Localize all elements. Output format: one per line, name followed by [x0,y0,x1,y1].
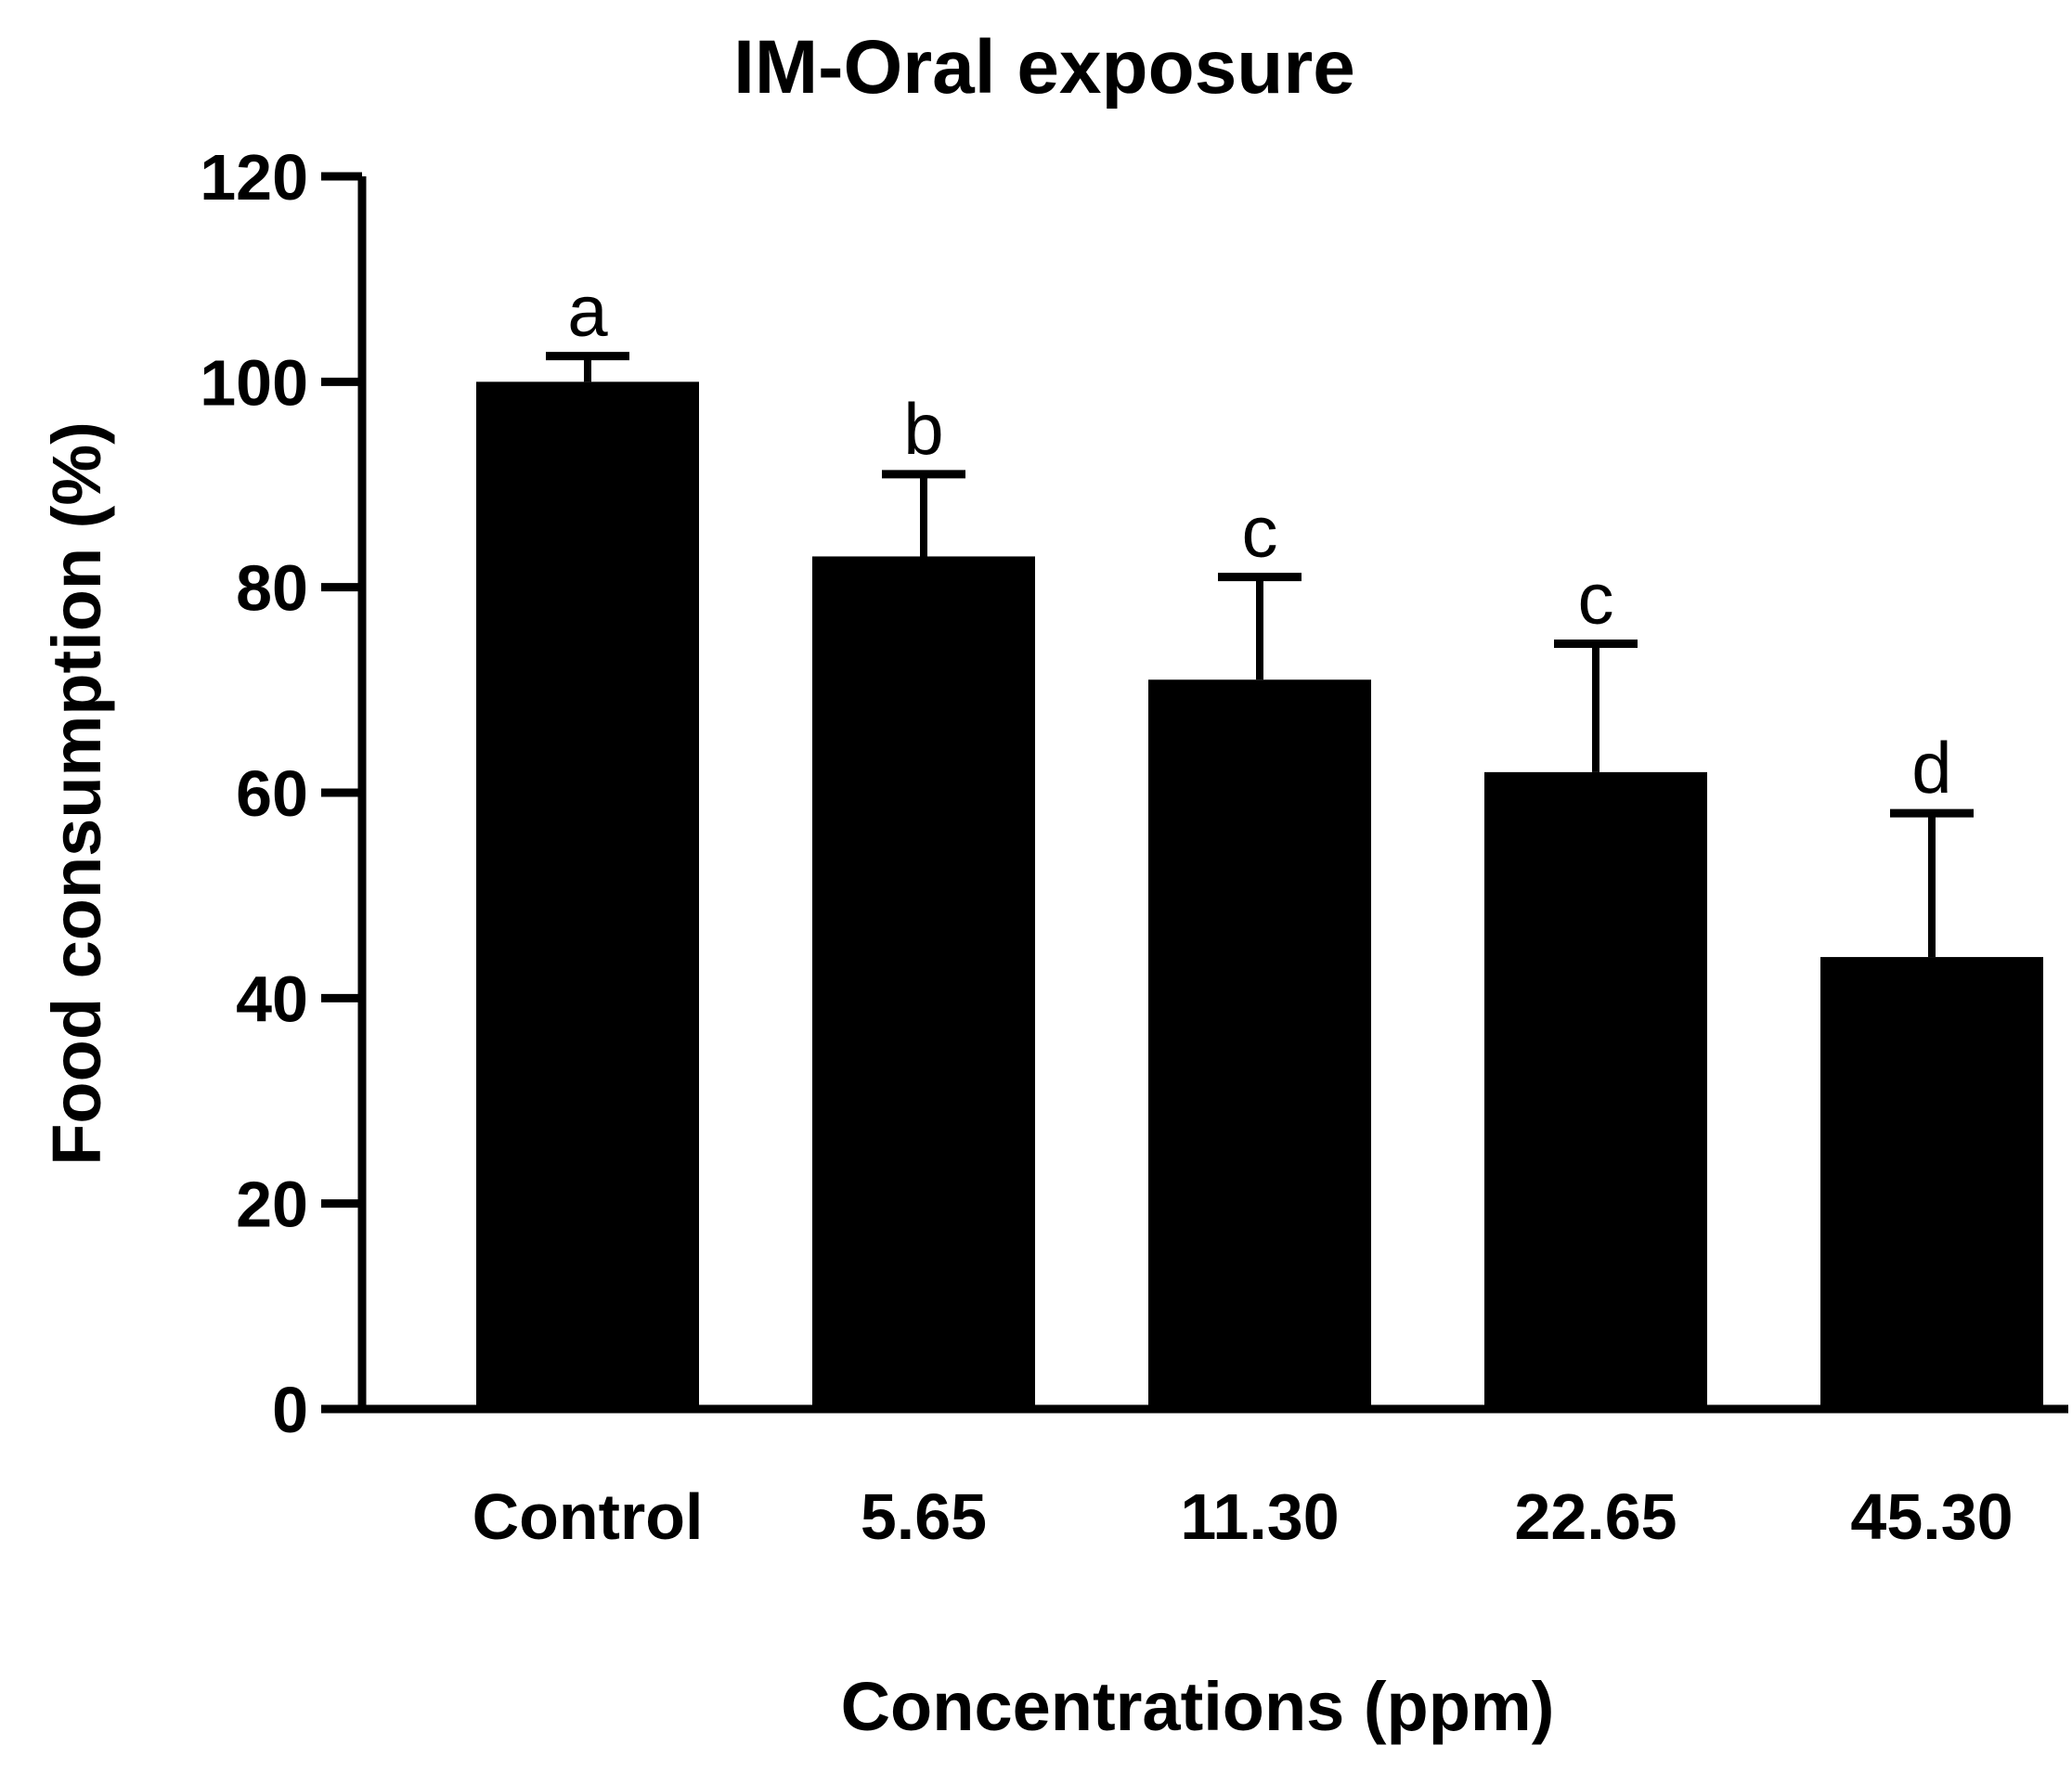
x-tick-label: Control [473,1480,704,1553]
bar [1484,771,1707,1409]
chart-title: IM-Oral exposure [733,25,1355,110]
significance-label: c [1242,491,1278,573]
significance-label: c [1578,558,1614,640]
y-tick-label: 80 [236,552,308,625]
y-tick-label: 120 [200,141,308,213]
x-tick-label: 11.30 [1180,1480,1339,1553]
y-axis-label: Food consumption (%) [38,421,115,1166]
bar [812,556,1035,1409]
y-tick-label: 100 [200,346,308,419]
y-tick-label: 60 [236,757,308,830]
significance-label: a [567,270,608,352]
x-axis-label: Concentrations (ppm) [841,1668,1555,1745]
y-tick-label: 20 [236,1169,308,1241]
bar [1148,679,1371,1409]
x-tick-label: 22.65 [1514,1480,1677,1553]
bar [476,381,699,1409]
y-tick-label: 40 [236,963,308,1035]
significance-label: d [1911,727,1951,808]
y-tick-label: 0 [272,1374,308,1446]
x-tick-label: 5.65 [861,1480,987,1553]
significance-label: b [903,388,943,470]
x-tick-label: 45.30 [1850,1480,2013,1553]
bar [1820,957,2043,1409]
